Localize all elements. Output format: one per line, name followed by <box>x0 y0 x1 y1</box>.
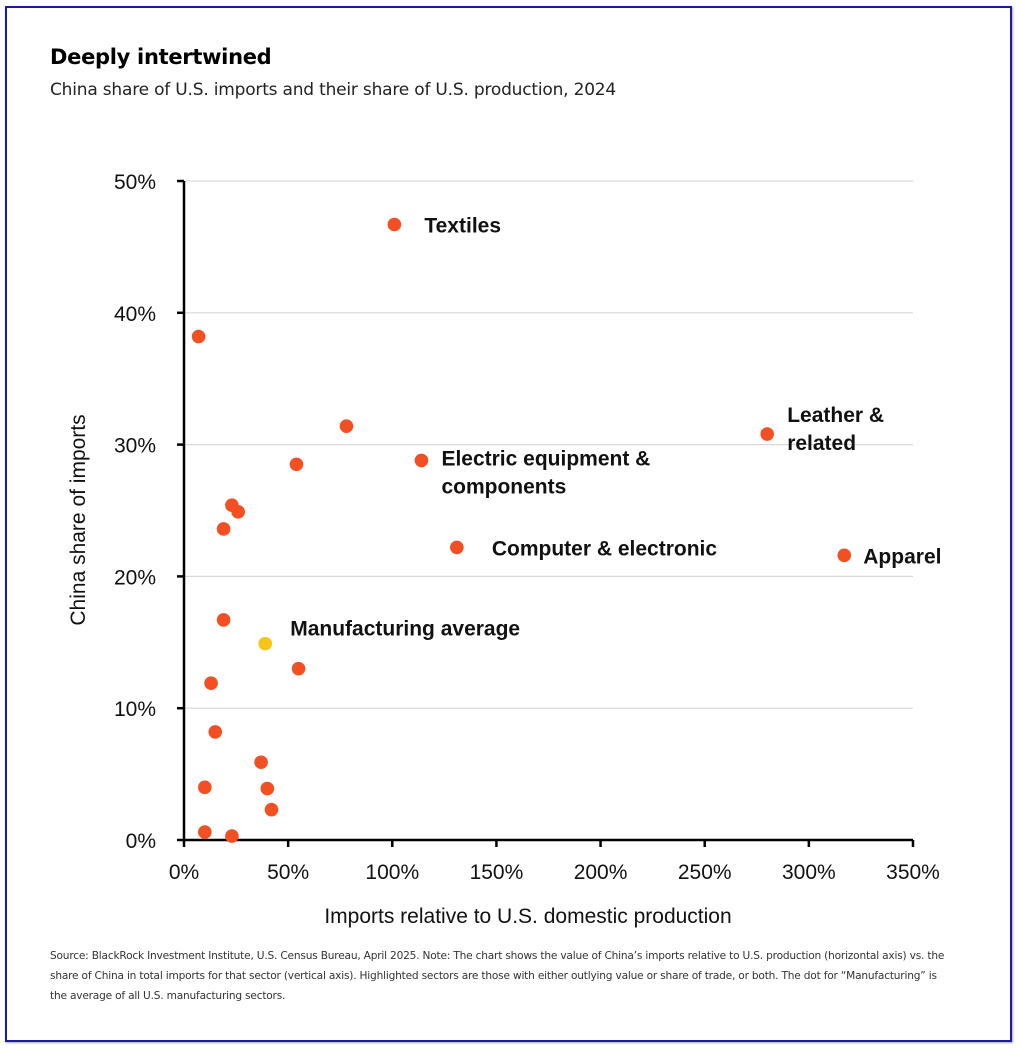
sector-point <box>760 427 774 441</box>
chart-subtitle: China share of U.S. imports and their sh… <box>50 80 617 100</box>
y-tick-label: 40% <box>114 303 156 326</box>
sector-point <box>291 661 306 676</box>
annotation-line: Apparel <box>863 545 941 568</box>
annotation-line: components <box>441 475 566 498</box>
x-tick-label: 50% <box>267 861 309 884</box>
y-axis-label: China share of imports <box>67 414 90 625</box>
annotation-line: Electric equipment & <box>441 447 650 470</box>
point-annotations: Textiles Leather & related Electric equipme… <box>290 214 941 640</box>
x-tick-label: 350% <box>886 861 940 884</box>
sector-point <box>264 802 279 817</box>
x-axis-ticks: 0% 50% 100% 150% 200% 250% 300% 350% <box>169 840 940 884</box>
annotation-label: Electric equipment & components <box>441 447 650 498</box>
data-points <box>191 217 852 843</box>
gridlines <box>184 180 913 709</box>
sector-point <box>216 613 231 627</box>
annotation-line: Leather & <box>787 404 884 427</box>
source-footnote: Source: BlackRock Investment Institute, … <box>50 950 945 1002</box>
annotation-label: Apparel <box>863 545 941 568</box>
sector-point <box>450 540 464 555</box>
sector-point <box>208 725 223 739</box>
sector-point <box>225 829 239 843</box>
sector-point <box>837 548 852 563</box>
manufacturing-average-point <box>258 636 273 651</box>
y-tick-label: 0% <box>126 830 156 853</box>
sector-point <box>289 457 304 472</box>
annotation-line: Manufacturing average <box>290 618 520 641</box>
sector-point <box>204 676 218 690</box>
sector-point <box>198 780 212 795</box>
sector-point <box>216 522 231 536</box>
annotation-label: Computer & electronic <box>492 537 718 560</box>
sector-point <box>231 505 245 519</box>
sector-point <box>387 217 402 232</box>
sector-point <box>191 329 206 344</box>
sector-point <box>414 453 429 468</box>
chart-title: Deeply intertwined <box>50 45 272 69</box>
annotation-line: related <box>787 432 856 455</box>
axes <box>182 181 913 842</box>
annotation-line: Textiles <box>424 214 501 237</box>
y-tick-label: 50% <box>114 171 156 194</box>
sector-point <box>260 781 275 796</box>
x-tick-label: 250% <box>678 861 732 884</box>
x-axis-label: Imports relative to U.S. domestic produc… <box>324 905 731 928</box>
sector-point <box>254 755 268 770</box>
x-tick-label: 0% <box>169 861 199 884</box>
sector-point <box>198 825 212 839</box>
sector-point <box>339 419 354 433</box>
annotation-label: Manufacturing average <box>290 618 520 641</box>
x-tick-label: 200% <box>574 861 628 884</box>
y-tick-label: 30% <box>114 435 156 458</box>
chart-frame <box>5 6 1012 1042</box>
y-axis-ticks: 0% 10% 20% 30% 40% 50% <box>114 171 184 853</box>
x-tick-label: 150% <box>470 861 524 884</box>
y-tick-label: 10% <box>114 698 156 721</box>
annotation-label: Textiles <box>424 214 501 237</box>
x-tick-label: 100% <box>365 861 419 884</box>
y-tick-label: 20% <box>114 566 156 589</box>
x-tick-label: 300% <box>782 861 836 884</box>
annotation-label: Leather & related <box>787 404 884 455</box>
annotation-line: Computer & electronic <box>492 537 718 560</box>
